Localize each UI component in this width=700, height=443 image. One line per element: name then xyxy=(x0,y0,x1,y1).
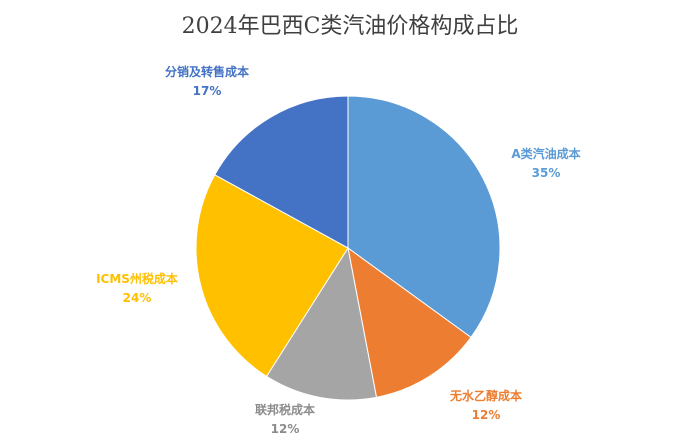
slice-value-icms-tax: 24% xyxy=(123,291,152,305)
slice-label-ethanol: 无水乙醇成本 xyxy=(449,388,522,403)
slice-label-federal-tax: 联邦税成本 xyxy=(255,402,315,417)
slice-value-a-gasoline: 35% xyxy=(532,166,561,180)
slice-label-distribution: 分销及转售成本 xyxy=(165,64,249,79)
chart-title: 2024年巴西C类汽油价格构成占比 xyxy=(181,14,519,39)
slice-label-icms-tax: ICMS州税成本 xyxy=(96,271,178,286)
slice-value-federal-tax: 12% xyxy=(271,422,300,436)
pie-slice-distribution xyxy=(214,95,349,249)
pie-slice-icms-tax xyxy=(195,174,349,378)
slice-value-distribution: 17% xyxy=(193,84,222,98)
pie-slice-a-gasoline xyxy=(347,95,501,339)
slice-value-ethanol: 12% xyxy=(472,408,501,422)
pie-slice-federal-tax xyxy=(265,246,378,401)
slice-label-a-gasoline: A类汽油成本 xyxy=(511,146,580,161)
pie-slice-ethanol xyxy=(347,246,472,398)
